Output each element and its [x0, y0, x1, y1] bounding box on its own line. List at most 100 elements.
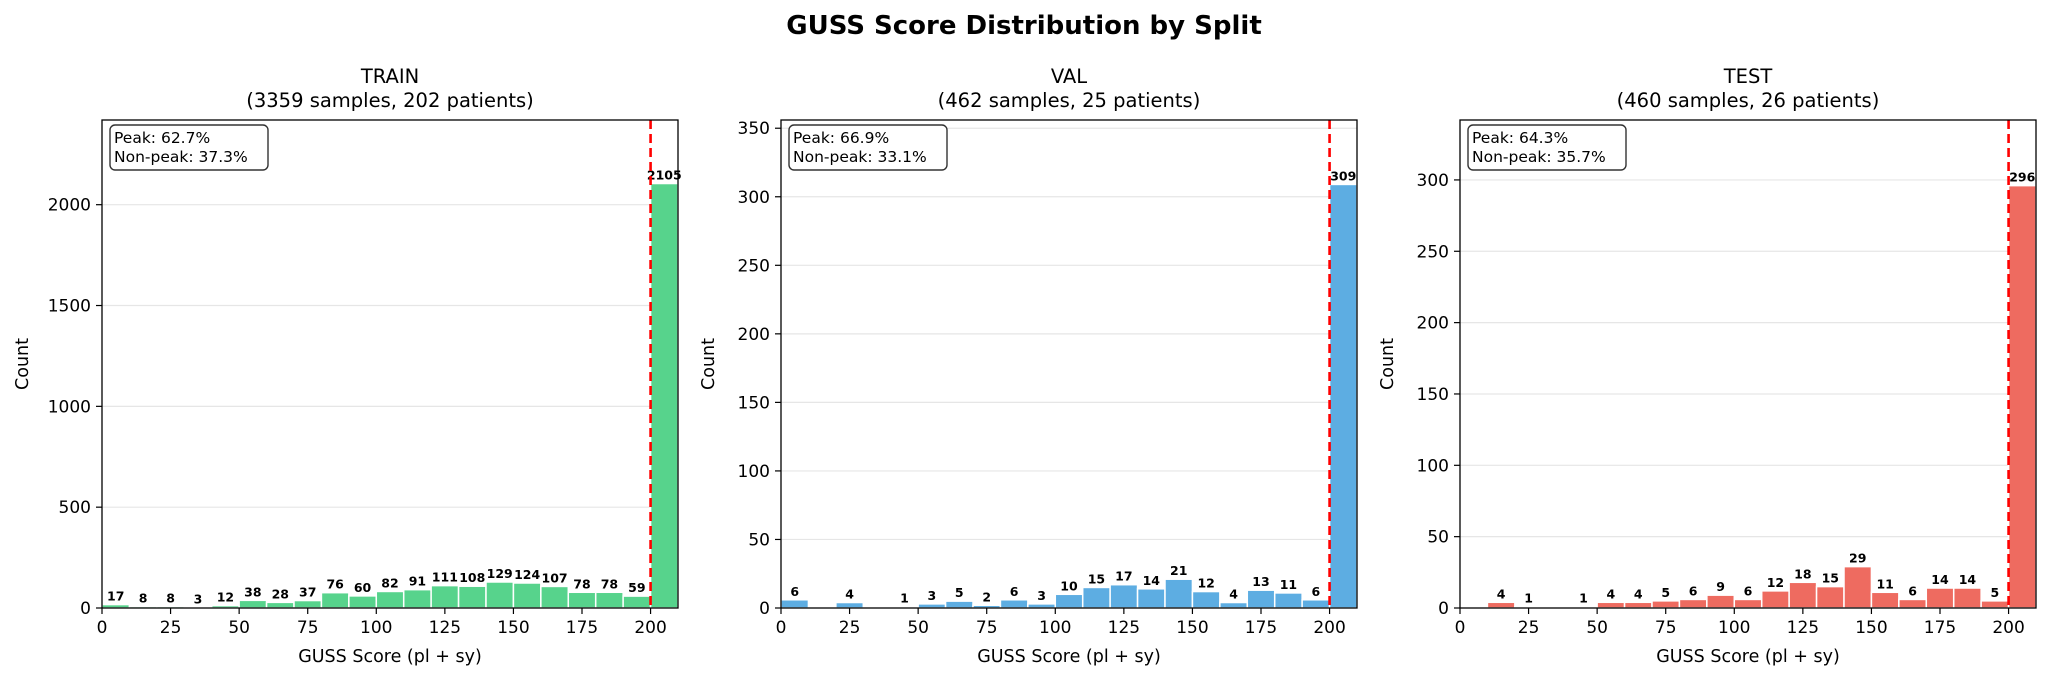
bar-value-label: 11 — [1876, 576, 1893, 591]
bar-value-label: 8 — [139, 590, 148, 605]
x-tick-label: 75 — [297, 618, 319, 638]
histogram-bar — [1651, 600, 1681, 609]
bar-value-label: 17 — [107, 589, 124, 604]
bar-value-label: 78 — [601, 576, 618, 591]
x-tick-label: 200 — [1992, 618, 2024, 638]
x-axis-label: GUSS Score (pl + sy) — [977, 647, 1161, 667]
peak-annotation-box — [109, 124, 269, 171]
bar-value-label: 12 — [1197, 576, 1214, 591]
histogram-bar — [1328, 183, 1358, 609]
histogram-bar — [238, 599, 268, 609]
histogram-bar — [1623, 601, 1653, 609]
x-tick-label: 75 — [1655, 618, 1677, 638]
y-tick-label: 0 — [759, 599, 770, 619]
x-tick-label: 125 — [429, 618, 461, 638]
bar-value-label: 309 — [1330, 168, 1356, 183]
y-tick-label: 50 — [1427, 528, 1449, 548]
x-tick-label: 125 — [1108, 618, 1140, 638]
bar-value-label: 1 — [1579, 591, 1588, 606]
non-peak-percentage-text: Non-peak: 37.3% — [114, 148, 248, 166]
histogram-bar — [540, 585, 570, 609]
x-tick-label: 0 — [776, 618, 787, 638]
histogram-bar — [1925, 587, 1955, 609]
histogram-bar — [1596, 601, 1626, 609]
x-tick-label: 100 — [360, 618, 392, 638]
histogram-bar — [1788, 581, 1818, 609]
y-tick-label: 250 — [738, 256, 770, 276]
bar-value-label: 14 — [1931, 572, 1949, 587]
bar-value-label: 12 — [217, 590, 234, 605]
bar-value-label: 4 — [1634, 586, 1643, 601]
y-tick-label: 2000 — [48, 196, 91, 216]
bar-value-label: 12 — [1767, 575, 1784, 590]
bar-value-label: 129 — [487, 566, 513, 581]
peak-annotation-box — [1467, 124, 1627, 171]
peak-percentage-text: Peak: 62.7% — [114, 129, 210, 147]
x-tick-label: 150 — [1855, 618, 1887, 638]
x-tick-label: 25 — [1518, 618, 1540, 638]
histogram-bar — [320, 591, 350, 609]
bar-value-label: 5 — [1661, 585, 1670, 600]
y-tick-label: 100 — [1417, 456, 1449, 476]
histogram-bar — [780, 599, 810, 609]
histogram-bar — [1870, 591, 1900, 609]
x-tick-label: 50 — [1586, 618, 1608, 638]
histogram-bar — [1109, 583, 1139, 609]
histogram-bar — [835, 601, 865, 609]
y-axis-label: Count — [13, 338, 33, 390]
bar-value-label: 37 — [299, 585, 316, 600]
bar-value-label: 6 — [1010, 584, 1019, 599]
histogram-bar — [1081, 586, 1111, 609]
x-tick-label: 200 — [634, 618, 666, 638]
bar-value-label: 10 — [1060, 578, 1078, 593]
bar-value-label: 78 — [573, 576, 590, 591]
y-tick-label: 1000 — [48, 397, 91, 417]
peak-percentage-text: Peak: 64.3% — [1472, 129, 1568, 147]
histogram-bar — [1843, 565, 1873, 609]
histogram-bar — [1980, 600, 2010, 609]
bar-value-label: 4 — [1229, 587, 1238, 602]
x-tick-label: 75 — [976, 618, 998, 638]
bar-value-label: 15 — [1822, 571, 1839, 586]
bar-value-label: 60 — [354, 580, 372, 595]
histogram-bar — [485, 581, 515, 609]
bar-value-label: 1 — [900, 591, 909, 606]
histogram-bar — [402, 588, 432, 609]
plot-frame — [780, 119, 1358, 609]
bar-value-label: 3 — [194, 591, 203, 606]
histogram-bar — [1760, 590, 1790, 609]
histogram-bar — [594, 591, 624, 609]
panel-train: 17 8 8 3 12 38 28 37 76 60 82 91 111 108 129 124 107 78 78… — [13, 65, 682, 667]
panel-subtitle: (460 samples, 26 patients) — [1617, 89, 1880, 112]
x-tick-label: 0 — [1455, 618, 1466, 638]
x-tick-label: 50 — [228, 618, 250, 638]
x-axis-label: GUSS Score (pl + sy) — [298, 647, 482, 667]
histogram-bar — [293, 599, 323, 609]
bar-value-label: 107 — [542, 570, 568, 585]
bar-value-label: 28 — [272, 586, 289, 601]
histogram-bar — [512, 582, 542, 609]
histogram-bar — [1219, 601, 1249, 609]
x-axis-label: GUSS Score (pl + sy) — [1656, 647, 1840, 667]
panel-subtitle: (462 samples, 25 patients) — [938, 89, 1201, 112]
x-tick-label: 100 — [1039, 618, 1071, 638]
bar-value-label: 3 — [1037, 588, 1046, 603]
x-tick-label: 175 — [1924, 618, 1956, 638]
y-tick-label: 150 — [1417, 385, 1449, 405]
histogram-bar — [348, 595, 378, 609]
bar-value-label: 4 — [1607, 586, 1616, 601]
x-tick-label: 175 — [566, 618, 598, 638]
y-tick-label: 150 — [738, 393, 770, 413]
bar-value-label: 14 — [1959, 572, 1977, 587]
histogram-bar — [1815, 585, 1845, 609]
histogram-bar — [944, 600, 974, 609]
bar-value-label: 6 — [1689, 583, 1698, 598]
bar-value-label: 9 — [1716, 579, 1725, 594]
plot-frame — [101, 119, 679, 609]
x-tick-label: 200 — [1313, 618, 1345, 638]
histogram-bar — [457, 585, 487, 609]
non-peak-percentage-text: Non-peak: 33.1% — [793, 148, 927, 166]
x-tick-label: 100 — [1718, 618, 1750, 638]
